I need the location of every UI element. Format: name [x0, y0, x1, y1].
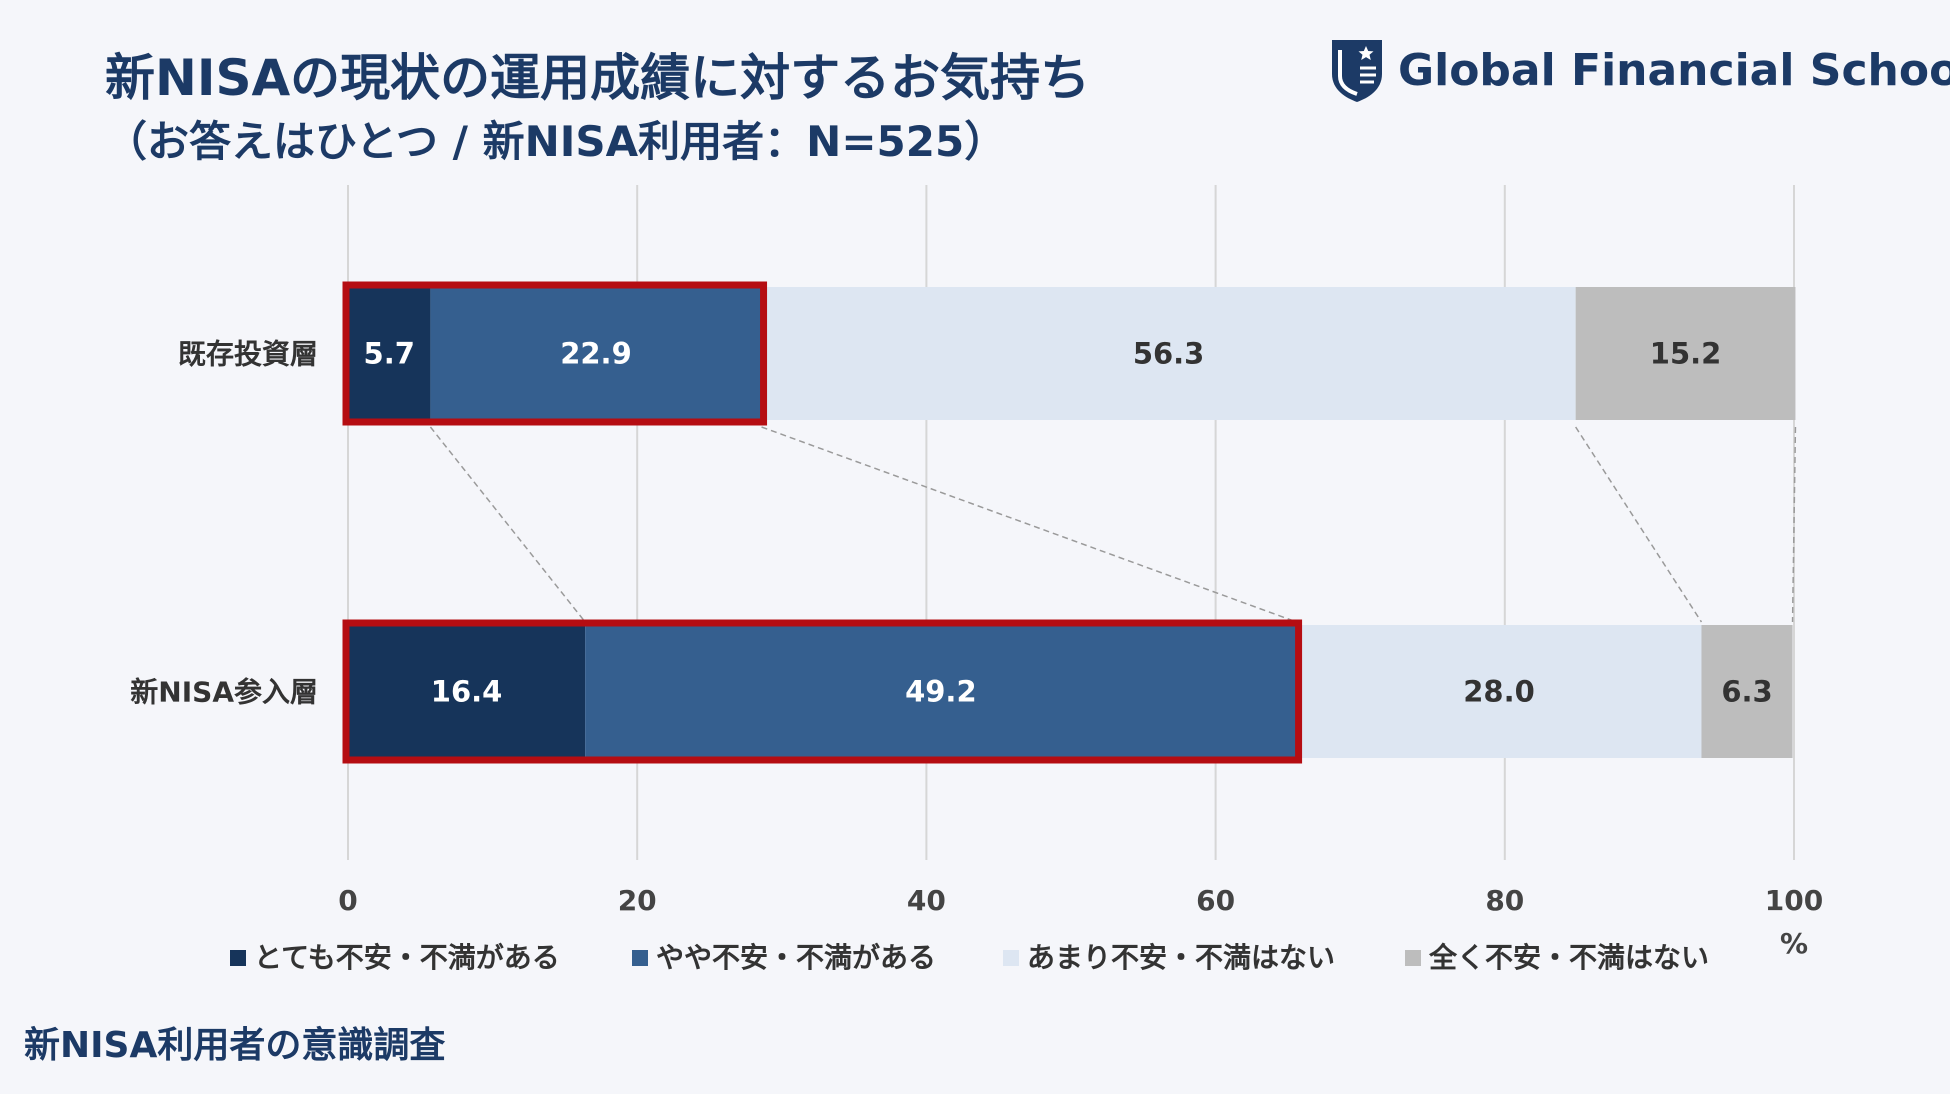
stacked-bar-chart: 0 20 40 60 80 100% 既存投資層 5.7 22.9 56.3 15.2 新NISA参入…	[130, 185, 1823, 974]
x-tick-label: 80	[1485, 884, 1524, 917]
x-tick-label: 0	[338, 884, 357, 917]
shield-icon	[1332, 40, 1382, 102]
brand-logo: Global Financial School	[1328, 34, 1950, 106]
bar-segment	[348, 625, 586, 758]
legend-swatch	[230, 950, 246, 966]
data-label: 6.3	[1721, 675, 1772, 709]
page-subtitle: （お答えはひとつ / 新NISA利用者：N=525）	[105, 117, 1007, 166]
data-label: 5.7	[364, 337, 415, 371]
legend-label: 全く不安・不満はない	[1428, 941, 1709, 974]
legend-label: やや不安・不満がある	[656, 941, 936, 974]
x-tick-label: 40	[907, 884, 946, 917]
data-label: 15.2	[1650, 337, 1722, 371]
bar-segment	[1296, 625, 1702, 758]
category-label: 新NISA参入層	[130, 676, 318, 709]
connector-line	[1791, 426, 1797, 623]
x-unit-label: %	[1780, 927, 1808, 960]
data-label: 16.4	[431, 675, 503, 709]
bar-segment	[1575, 287, 1796, 420]
legend-label: とても不安・不満がある	[254, 941, 560, 974]
highlight-box	[342, 281, 768, 426]
connector-line	[761, 426, 1297, 623]
legend-swatch	[1405, 950, 1421, 966]
footer-caption: 新NISA利用者の意識調査	[24, 1025, 446, 1066]
connector-line	[429, 426, 586, 623]
data-label: 49.2	[905, 675, 977, 709]
bar-segment	[761, 287, 1576, 420]
data-label: 56.3	[1133, 337, 1205, 371]
brand-name: Global Financial School	[1398, 44, 1950, 96]
bar-segment	[430, 287, 762, 420]
connector-line	[1575, 426, 1703, 623]
highlight-box	[342, 619, 1303, 764]
legend-swatch	[1003, 950, 1019, 966]
x-tick-label: 20	[618, 884, 657, 917]
data-label: 28.0	[1463, 675, 1535, 709]
x-tick-label: 60	[1196, 884, 1235, 917]
category-label: 既存投資層	[178, 338, 318, 371]
data-label: 22.9	[560, 337, 632, 371]
x-tick-label: 100	[1765, 884, 1823, 917]
bar-segment	[1701, 625, 1793, 758]
bar-segment	[585, 625, 1297, 758]
legend-swatch	[632, 950, 648, 966]
bar-segment	[348, 287, 431, 420]
legend-label: あまり不安・不満はない	[1027, 941, 1335, 974]
page-title: 新NISAの現状の運用成績に対するお気持ち	[105, 49, 1091, 107]
